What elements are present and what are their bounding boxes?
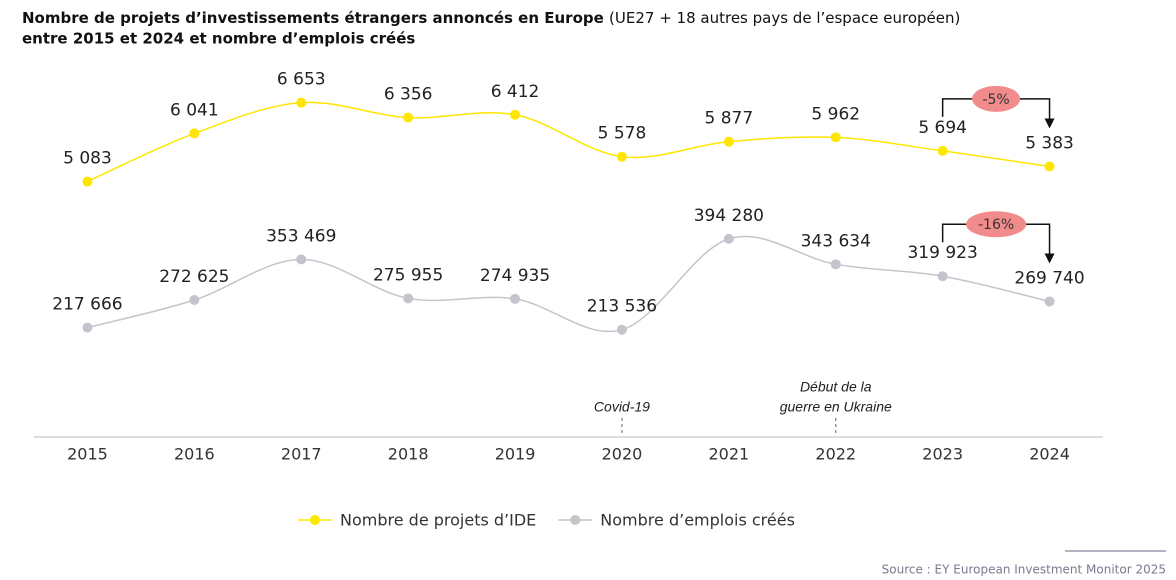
value-label: 353 469 — [266, 226, 336, 246]
value-label: 274 935 — [480, 266, 550, 286]
point — [830, 132, 841, 143]
event-label: guerre en Ukraine — [780, 399, 892, 415]
legend-label: Nombre de projets d’IDE — [340, 511, 536, 530]
point — [296, 254, 307, 265]
change-label: -5% — [982, 92, 1009, 108]
x-tick-label: 2023 — [922, 445, 963, 464]
point — [937, 271, 948, 282]
arrow-head — [1044, 118, 1055, 129]
series-line — [87, 235, 1050, 333]
value-label: 6 412 — [491, 82, 540, 102]
value-label: 272 625 — [159, 267, 229, 287]
point — [1044, 161, 1055, 172]
point — [82, 322, 93, 333]
point — [510, 293, 521, 304]
value-label: 343 634 — [801, 231, 871, 251]
legend-marker — [310, 515, 320, 525]
value-label: 217 666 — [52, 295, 122, 315]
value-label: 394 280 — [694, 206, 764, 226]
value-label: 5 578 — [598, 124, 647, 144]
value-label: 5 383 — [1025, 133, 1074, 153]
event-label: Début de la — [800, 379, 872, 395]
point — [296, 97, 307, 108]
event-label: Covid-19 — [594, 399, 650, 415]
chart-title: Nombre de projets d’investissements étra… — [22, 9, 960, 27]
value-label: 275 955 — [373, 265, 443, 285]
x-tick-label: 2022 — [815, 445, 856, 464]
point — [1044, 296, 1055, 307]
value-label: 5 083 — [63, 149, 112, 169]
point — [510, 109, 521, 120]
title-main: Nombre de projets d’investissements étra… — [22, 9, 604, 27]
arrow-head — [1044, 253, 1055, 264]
title-line-2: entre 2015 et 2024 et nombre d’emplois c… — [22, 30, 415, 48]
x-tick-label: 2017 — [281, 445, 322, 464]
value-label: 319 923 — [907, 243, 977, 263]
x-tick-label: 2015 — [67, 445, 108, 464]
value-label: 269 740 — [1014, 268, 1084, 288]
title-suffix: (UE27 + 18 autres pays de l’espace europ… — [609, 9, 960, 27]
point — [82, 176, 93, 187]
point — [403, 112, 414, 123]
point — [616, 324, 627, 335]
point — [616, 151, 627, 162]
point — [723, 233, 734, 244]
change-label: -16% — [978, 217, 1014, 233]
value-label: 6 041 — [170, 100, 219, 120]
x-tick-label: 2024 — [1029, 445, 1070, 464]
x-tick-label: 2019 — [495, 445, 536, 464]
point — [403, 293, 414, 304]
value-label: 5 694 — [918, 118, 967, 138]
point — [189, 294, 200, 305]
x-tick-label: 2020 — [602, 445, 643, 464]
x-tick-label: 2018 — [388, 445, 429, 464]
point — [937, 145, 948, 156]
value-label: 6 653 — [277, 70, 326, 90]
change-badge — [966, 211, 1027, 238]
x-tick-label: 2016 — [174, 445, 215, 464]
value-label: 213 536 — [587, 297, 657, 317]
source: Source : EY European Investment Monitor … — [882, 563, 1166, 577]
legend-marker — [570, 515, 581, 525]
change-badge — [972, 85, 1021, 112]
point — [830, 259, 841, 270]
value-label: 6 356 — [384, 85, 433, 105]
point — [723, 136, 734, 147]
value-label: 5 877 — [705, 109, 754, 129]
series-line — [87, 101, 1050, 183]
point — [189, 128, 200, 139]
legend-label: Nombre d’emplois créés — [600, 511, 795, 530]
x-tick-label: 2021 — [708, 445, 749, 464]
value-label: 5 962 — [811, 104, 860, 124]
